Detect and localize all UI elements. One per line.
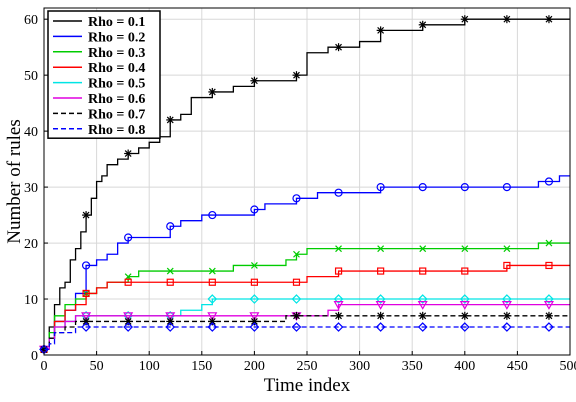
legend-label: Rho = 0.8 <box>88 123 145 138</box>
y-tick-label: 0 <box>31 349 38 364</box>
legend-label: Rho = 0.3 <box>88 46 145 61</box>
data-point <box>419 312 427 320</box>
x-tick-label: 400 <box>454 359 475 374</box>
data-point <box>208 317 216 325</box>
legend-label: Rho = 0.6 <box>88 92 145 107</box>
data-point <box>545 312 553 320</box>
x-axis-label: Time index <box>264 375 351 396</box>
x-tick-label: 0 <box>41 359 48 374</box>
data-point <box>208 88 216 96</box>
data-point <box>461 312 469 320</box>
x-tick-label: 250 <box>297 359 318 374</box>
x-tick-label: 500 <box>560 359 576 374</box>
y-tick-label: 20 <box>24 237 38 252</box>
data-point <box>250 77 258 85</box>
y-tick-label: 50 <box>24 69 38 84</box>
data-point <box>82 211 90 219</box>
data-point <box>82 317 90 325</box>
y-tick-label: 30 <box>24 181 38 196</box>
legend-label: Rho = 0.4 <box>88 61 145 76</box>
data-point <box>461 15 469 23</box>
data-point <box>250 317 258 325</box>
x-tick-label: 150 <box>191 359 212 374</box>
data-point <box>503 15 511 23</box>
data-point <box>377 312 385 320</box>
y-axis-label: Number of rules <box>4 119 25 244</box>
data-point <box>503 312 511 320</box>
y-tick-label: 60 <box>24 13 38 28</box>
data-point <box>335 43 343 51</box>
x-tick-label: 100 <box>139 359 160 374</box>
data-point <box>292 71 300 79</box>
data-point <box>124 150 132 158</box>
x-tick-label: 450 <box>507 359 528 374</box>
legend-label: Rho = 0.5 <box>88 77 145 92</box>
y-tick-label: 40 <box>24 125 38 140</box>
data-point <box>166 116 174 124</box>
x-tick-label: 200 <box>244 359 265 374</box>
data-point <box>292 312 300 320</box>
data-point <box>377 26 385 34</box>
x-tick-label: 350 <box>402 359 423 374</box>
legend-label: Rho = 0.7 <box>88 107 145 122</box>
data-point <box>166 317 174 325</box>
x-tick-label: 50 <box>90 359 104 374</box>
data-point <box>124 317 132 325</box>
data-point <box>545 15 553 23</box>
x-tick-label: 300 <box>349 359 370 374</box>
data-point <box>419 21 427 29</box>
y-tick-label: 10 <box>24 293 38 308</box>
legend-label: Rho = 0.2 <box>88 30 145 45</box>
data-point <box>335 312 343 320</box>
legend-label: Rho = 0.1 <box>88 15 145 30</box>
